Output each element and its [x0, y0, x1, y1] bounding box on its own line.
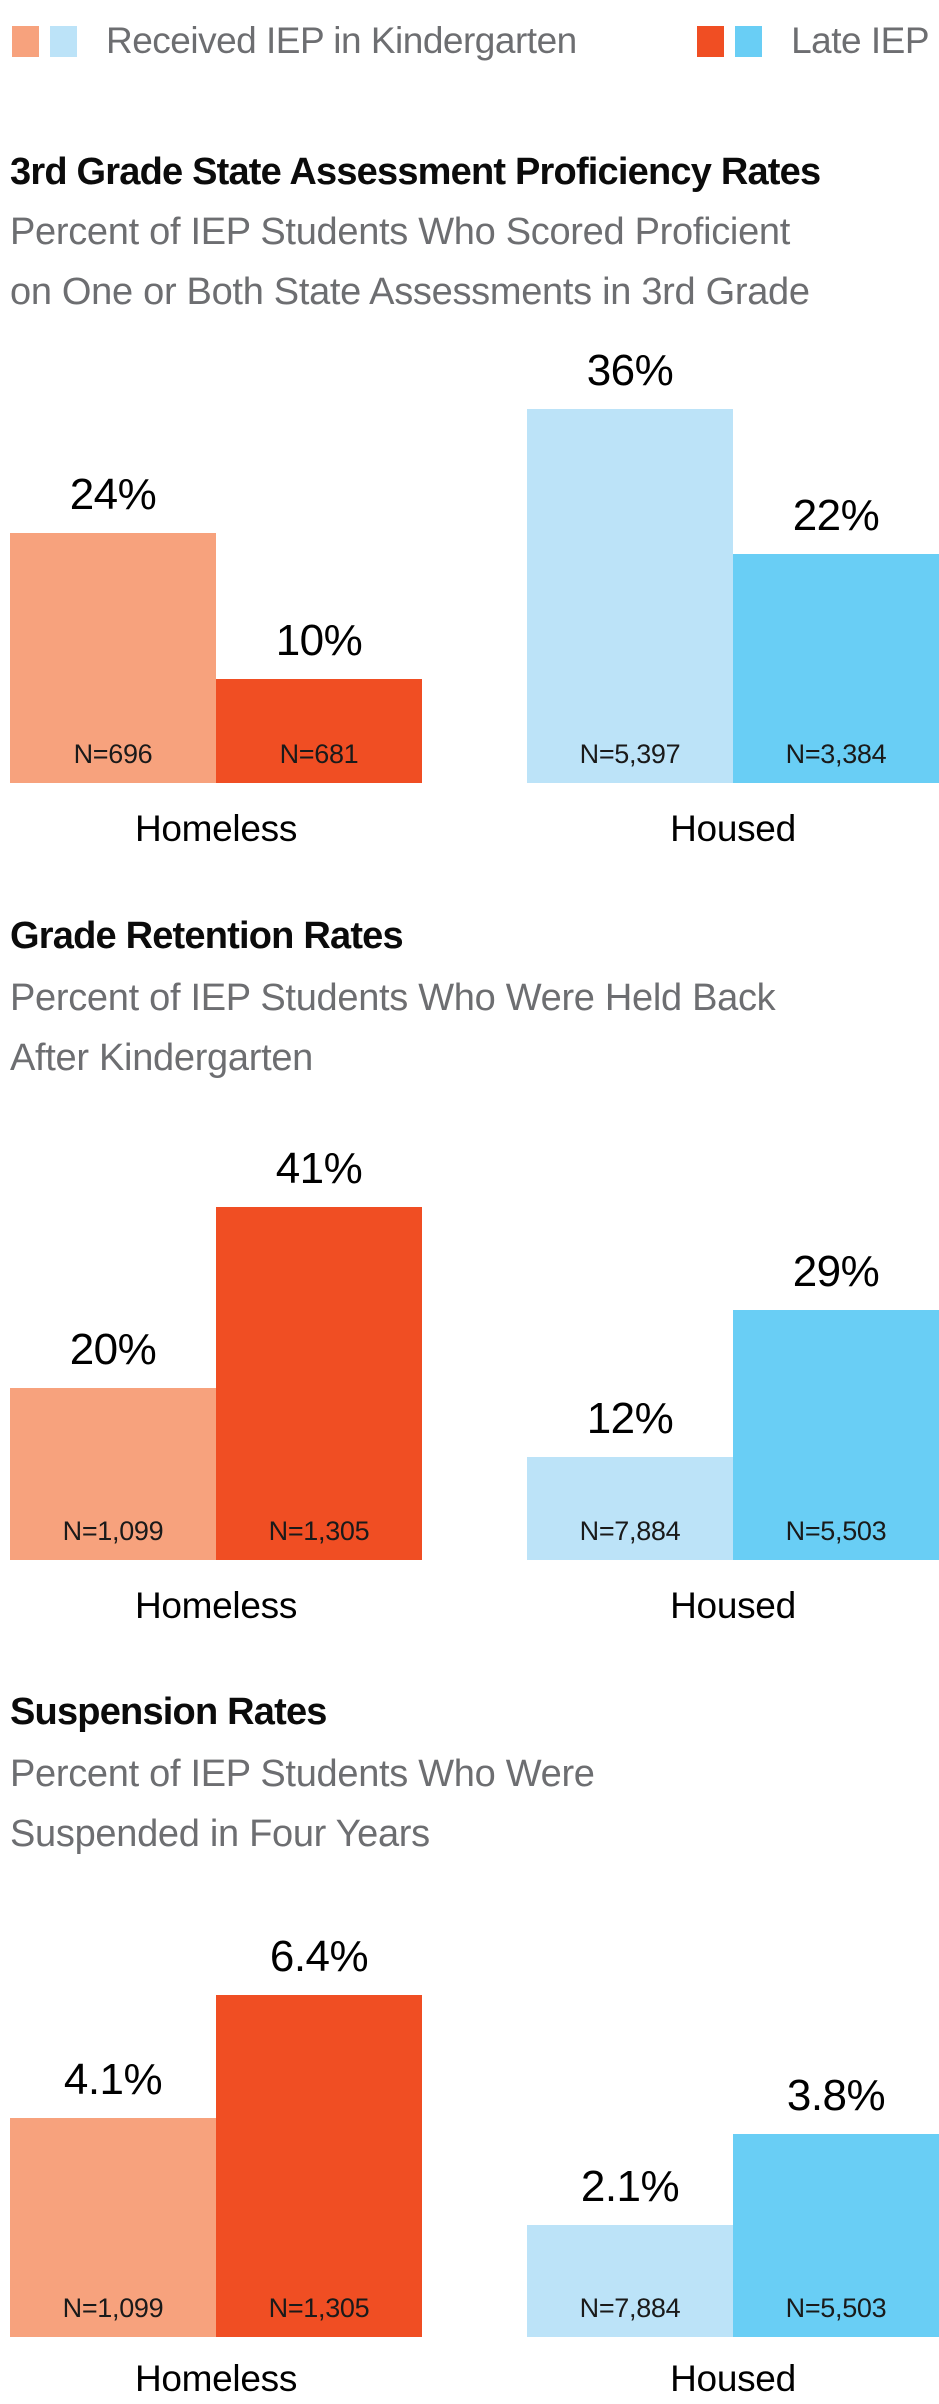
chart-title: Suspension Rates: [10, 1691, 327, 1733]
chart-subtitle: Percent of IEP Students Who Were Held Ba…: [10, 968, 776, 1088]
chart-title: 3rd Grade State Assessment Proficiency R…: [10, 151, 821, 193]
group-label: Homeless: [134, 808, 298, 849]
bar: N=3,384: [733, 554, 939, 783]
bar: N=1,305: [216, 1207, 422, 1560]
chart-subtitle: Percent of IEP Students Who Were Suspende…: [10, 1744, 595, 1864]
group-label: Housed: [670, 1585, 796, 1626]
group-label: Homeless: [134, 1585, 298, 1626]
group-label: Housed: [670, 2358, 796, 2399]
legend-item-received-iep: Received IEP in Kindergarten: [12, 21, 577, 61]
legend: Received IEP in Kindergarten Late IEP: [12, 21, 929, 61]
legend-swatch-lightblue-icon: [50, 25, 77, 57]
bar-value-label: 22%: [792, 491, 880, 540]
bar-value-label: 4.1%: [63, 2055, 163, 2104]
legend-item-late-iep: Late IEP: [697, 21, 929, 61]
bar-value-label: 36%: [586, 346, 674, 395]
bar-value-label: 12%: [586, 1394, 674, 1443]
bar-value-label: 24%: [69, 470, 157, 519]
bar-n-label: N=5,397: [579, 739, 681, 769]
bar-n-label: N=1,099: [62, 1516, 164, 1546]
chart-subtitle-line: Percent of IEP Students Who Were Held Ba…: [10, 977, 776, 1019]
bar-n-label: N=7,884: [579, 2293, 681, 2323]
bar-n-label: N=1,099: [62, 2293, 164, 2323]
legend-label-late-iep: Late IEP: [791, 20, 929, 61]
bar-n-label: N=681: [279, 739, 359, 769]
legend-swatch-red-icon: [697, 25, 725, 57]
bar: N=5,503: [733, 2134, 939, 2337]
bar-value-label: 41%: [275, 1144, 363, 1193]
chart-title: Grade Retention Rates: [10, 915, 404, 957]
chart-subtitle-line: Percent of IEP Students Who Were: [10, 1753, 595, 1795]
bar-value-label: 2.1%: [580, 2162, 680, 2211]
bar: N=1,099: [10, 2118, 216, 2337]
bar-n-label: N=3,384: [785, 739, 887, 769]
chart-subtitle-line: Percent of IEP Students Who Scored Profi…: [10, 211, 790, 253]
chart-subtitle: Percent of IEP Students Who Scored Profi…: [10, 202, 810, 322]
bar: N=1,099: [10, 1388, 216, 1560]
group-label: Homeless: [134, 2358, 298, 2399]
bar-value-label: 10%: [275, 616, 363, 665]
bar-n-label: N=5,503: [785, 2293, 887, 2323]
bar-n-label: N=1,305: [268, 2293, 370, 2323]
bar-value-label: 3.8%: [786, 2071, 886, 2120]
bar-value-label: 29%: [792, 1247, 880, 1296]
chart-subtitle-line: Suspended in Four Years: [10, 1813, 430, 1855]
bar: N=681: [216, 679, 422, 783]
legend-swatch-peach-icon: [12, 25, 39, 57]
bar-value-label: 20%: [69, 1325, 157, 1374]
chart-subtitle-line: on One or Both State Assessments in 3rd …: [10, 271, 810, 313]
bar-value-label: 6.4%: [269, 1932, 369, 1981]
bar: N=5,503: [733, 1310, 939, 1560]
bar-n-label: N=1,305: [268, 1516, 370, 1546]
bar: N=7,884: [527, 2225, 733, 2337]
bar-n-label: N=5,503: [785, 1516, 887, 1546]
bar: N=1,305: [216, 1995, 422, 2337]
bar: N=7,884: [527, 1457, 733, 1560]
bar-n-label: N=7,884: [579, 1516, 681, 1546]
chart-subtitle-line: After Kindergarten: [10, 1037, 313, 1079]
legend-label-received-iep: Received IEP in Kindergarten: [106, 20, 577, 61]
group-label: Housed: [670, 808, 796, 849]
bar-n-label: N=696: [73, 739, 153, 769]
bar: N=696: [10, 533, 216, 783]
legend-swatch-skyblue-icon: [735, 25, 763, 57]
bar: N=5,397: [527, 409, 733, 783]
